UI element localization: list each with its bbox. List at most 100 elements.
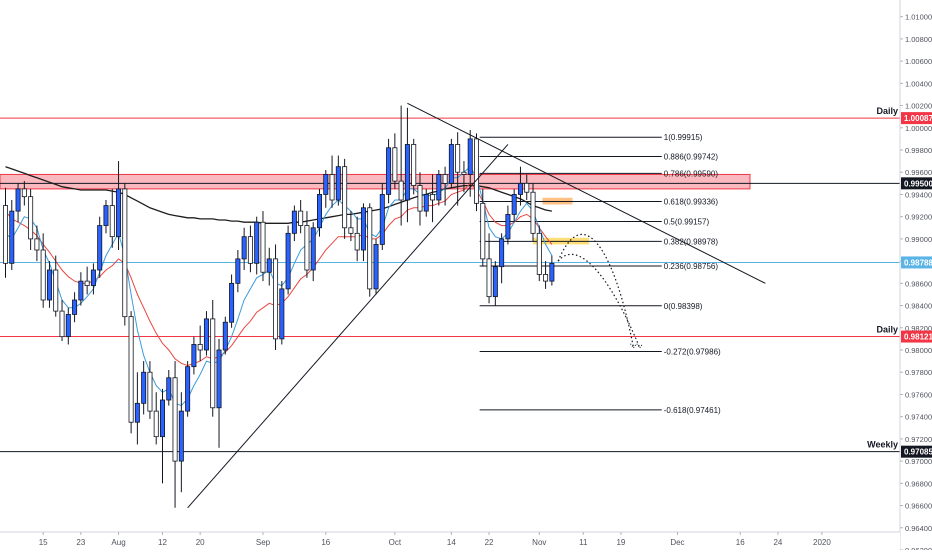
y-tick-label-18: 0.97400 — [905, 413, 932, 422]
candle-26 — [166, 370, 172, 406]
candle-58 — [367, 203, 373, 297]
candle-80 — [505, 205, 511, 245]
y-tick-label-0: 1.01000 — [905, 13, 932, 22]
candle-body-72 — [455, 144, 461, 173]
candle-52 — [329, 155, 335, 208]
candle-body-70 — [442, 174, 448, 184]
fib-label-9: -0.618(0.97461) — [664, 406, 721, 415]
level-tag-value-1: 0.99500 — [904, 179, 932, 188]
candle-10 — [65, 307, 71, 345]
candle-48 — [304, 211, 310, 278]
candle-body-11 — [72, 299, 78, 315]
candle-body-61 — [386, 147, 392, 195]
candle-35 — [222, 316, 228, 355]
y-tick-label-20: 0.97000 — [905, 457, 932, 466]
candle-body-10 — [65, 314, 71, 338]
candle-body-28 — [178, 410, 184, 462]
candle-46 — [291, 205, 297, 242]
candle-body-15 — [97, 225, 103, 271]
candle-60 — [379, 183, 385, 250]
candle-body-14 — [90, 269, 96, 286]
level-tag-value-4: 0.97085 — [904, 448, 932, 457]
y-tick-label-7: 0.99600 — [905, 168, 932, 177]
candle-81 — [511, 188, 517, 223]
candle-body-7 — [46, 269, 52, 301]
candle-body-62 — [392, 147, 398, 182]
candle-45 — [285, 225, 291, 295]
candle-15 — [97, 216, 103, 278]
candle-36 — [229, 274, 235, 328]
candle-body-48 — [304, 225, 310, 271]
y-tick-label-24: 0.96200 — [905, 546, 932, 550]
candle-body-74 — [467, 138, 473, 175]
candle-67 — [423, 188, 429, 217]
candle-body-19 — [122, 188, 128, 318]
candle-14 — [90, 263, 96, 295]
level-tag-value-3: 0.98121 — [904, 333, 932, 342]
candle-body-58 — [367, 207, 373, 290]
level-tag-bg-0 — [901, 112, 932, 125]
projection-arrow-0 — [630, 343, 637, 349]
candle-body-71 — [448, 144, 454, 184]
candle-body-65 — [411, 144, 417, 186]
candle-7 — [46, 261, 52, 308]
candle-body-6 — [40, 249, 46, 301]
candle-32 — [203, 311, 209, 356]
candle-body-21 — [134, 402, 140, 423]
x-tick-label-13: Dec — [670, 538, 684, 547]
candle-body-49 — [310, 227, 316, 271]
candle-body-83 — [524, 182, 530, 193]
candle-body-52 — [329, 174, 335, 201]
candle-body-82 — [517, 182, 523, 195]
fib-label-3: 0.618(0.99336) — [664, 198, 719, 207]
candle-body-2 — [15, 188, 21, 212]
x-tick-label-0: 15 — [39, 538, 48, 547]
y-tick-label-2: 1.00600 — [905, 57, 932, 66]
candle-body-34 — [216, 349, 222, 409]
candle-84 — [530, 183, 536, 242]
candle-86 — [543, 261, 549, 289]
candle-66 — [417, 172, 423, 226]
candle-body-85 — [536, 232, 542, 275]
candle-body-35 — [222, 321, 228, 351]
candle-21 — [134, 372, 140, 445]
candle-24 — [153, 392, 159, 445]
candle-body-32 — [203, 318, 209, 351]
candle-70 — [442, 166, 448, 206]
candle-13 — [84, 266, 90, 295]
candle-25 — [159, 388, 165, 484]
candle-85 — [536, 225, 542, 282]
candle-20 — [128, 311, 134, 434]
y-tick-label-12: 0.98600 — [905, 279, 932, 288]
x-tick-label-12: 19 — [616, 538, 625, 547]
candle-body-5 — [34, 238, 40, 251]
candle-body-13 — [84, 280, 90, 286]
y-tick-label-17: 0.97600 — [905, 390, 932, 399]
level-tag-name-3: Daily — [876, 325, 898, 335]
candle-72 — [455, 132, 461, 206]
candle-47 — [298, 200, 304, 234]
candle-body-29 — [185, 366, 191, 412]
candle-body-84 — [530, 191, 536, 234]
candle-59 — [373, 238, 379, 295]
candle-body-33 — [210, 318, 216, 409]
candle-34 — [216, 338, 222, 448]
candle-18 — [116, 161, 122, 250]
candle-body-37 — [235, 258, 241, 284]
ma-series-1 — [5, 182, 553, 367]
candle-12 — [78, 272, 84, 306]
candle-75 — [473, 133, 479, 212]
candle-65 — [411, 138, 417, 195]
candle-0 — [3, 187, 8, 278]
candle-57 — [360, 203, 366, 262]
candle-body-26 — [166, 377, 172, 401]
x-tick-label-2: Aug — [111, 538, 125, 547]
candle-body-50 — [316, 194, 322, 229]
candle-body-87 — [549, 262, 555, 282]
candle-body-4 — [28, 196, 34, 240]
candle-3 — [21, 181, 27, 206]
candle-body-45 — [285, 232, 291, 290]
candle-body-17 — [109, 205, 115, 238]
